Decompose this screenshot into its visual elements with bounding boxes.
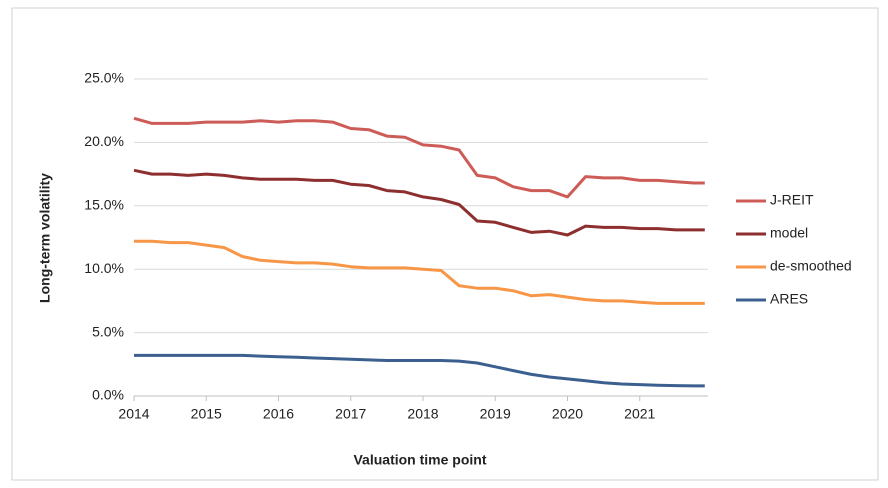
x-tick-label: 2015	[191, 406, 222, 422]
x-tick-label: 2019	[480, 406, 511, 422]
y-axis-title: Long-term volatility	[37, 173, 53, 303]
y-tick-label: 0.0%	[92, 387, 124, 403]
y-tick-label: 10.0%	[84, 260, 124, 276]
x-tick-label: 2014	[118, 406, 149, 422]
y-tick-label: 15.0%	[84, 197, 124, 213]
x-tick-label: 2020	[552, 406, 583, 422]
x-tick-label: 2017	[335, 406, 366, 422]
y-tick-label: 25.0%	[84, 70, 124, 86]
x-tick-label: 2018	[407, 406, 438, 422]
legend-label: model	[770, 225, 808, 241]
series-line	[134, 239, 705, 305]
x-axis-title: Valuation time point	[353, 452, 486, 468]
y-tick-label: 5.0%	[92, 323, 124, 339]
chart-frame	[11, 7, 879, 481]
legend-label: J-REIT	[770, 192, 814, 208]
series-line	[133, 168, 705, 237]
x-tick-label: 2016	[263, 406, 294, 422]
x-tick-label: 2021	[624, 406, 655, 422]
series-line	[134, 353, 705, 388]
series-line	[133, 116, 705, 199]
legend-label: de-smoothed	[770, 258, 852, 274]
legend-label: ARES	[770, 291, 808, 307]
y-tick-label: 20.0%	[84, 133, 124, 149]
